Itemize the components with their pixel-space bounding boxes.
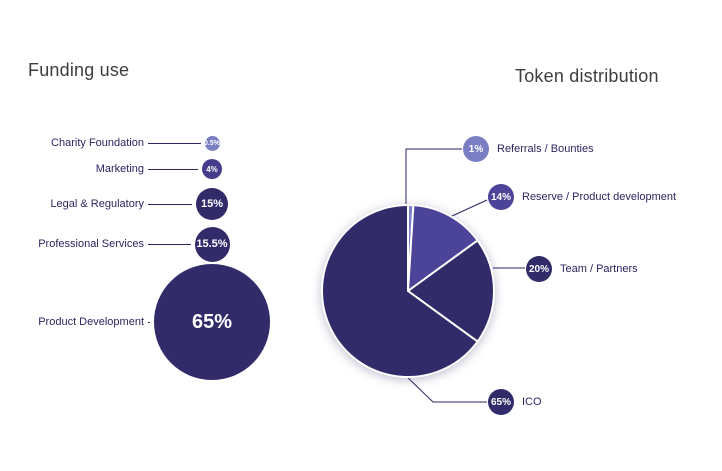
funding-label-legal-regulatory: Legal & Regulatory [50, 198, 144, 210]
funding-bubble-marketing: 4% [202, 159, 222, 179]
funding-label-charity-foundation: Charity Foundation [51, 137, 144, 149]
funding-chart-title: Funding use [28, 60, 130, 80]
funding-bubble-professional-services: 15.5% [194, 226, 230, 262]
token-label-reserve-product-development: Reserve / Product development [522, 191, 677, 203]
pie-slice-ico [321, 204, 479, 378]
funding-connector-line-professional-services [148, 244, 191, 245]
token-label-team-partners: Team / Partners [560, 263, 638, 275]
funding-label-marketing: Marketing [95, 163, 144, 175]
token-label-referrals-bounties: Referrals / Bounties [497, 143, 594, 155]
token-connector-line-ico [403, 373, 487, 403]
funding-bubble-charity-foundation: 0.5% [204, 135, 220, 151]
pie-slice-team-partners [407, 239, 496, 343]
token-bubble-reserve-product-development: 14% [488, 184, 514, 210]
funding-bubble-product-development: 65% [154, 264, 270, 380]
funding-connector-line-legal-regulatory [148, 204, 192, 205]
token-label-ico: ICO [522, 396, 542, 408]
token-connector-line-reserve-product-development [449, 199, 488, 218]
funding-connector-line-marketing [148, 169, 198, 170]
funding-label-professional-services: Professional Services [38, 238, 144, 250]
funding-connector-line-product-development [148, 322, 150, 323]
pie-slice-reserve-product-development [407, 204, 479, 292]
token-connector-line-referrals-bounties [405, 148, 462, 206]
funding-connector-line-charity-foundation [148, 143, 201, 144]
token-bubble-referrals-bounties: 1% [463, 136, 489, 162]
token-bubble-team-partners: 20% [526, 256, 552, 282]
funding-label-product-development: Product Development [38, 316, 144, 328]
funding-bubble-legal-regulatory: 15% [196, 188, 228, 220]
token-chart-title: Token distribution [515, 66, 659, 86]
pie-slices-group [321, 204, 496, 378]
token-bubble-ico: 65% [488, 389, 514, 415]
